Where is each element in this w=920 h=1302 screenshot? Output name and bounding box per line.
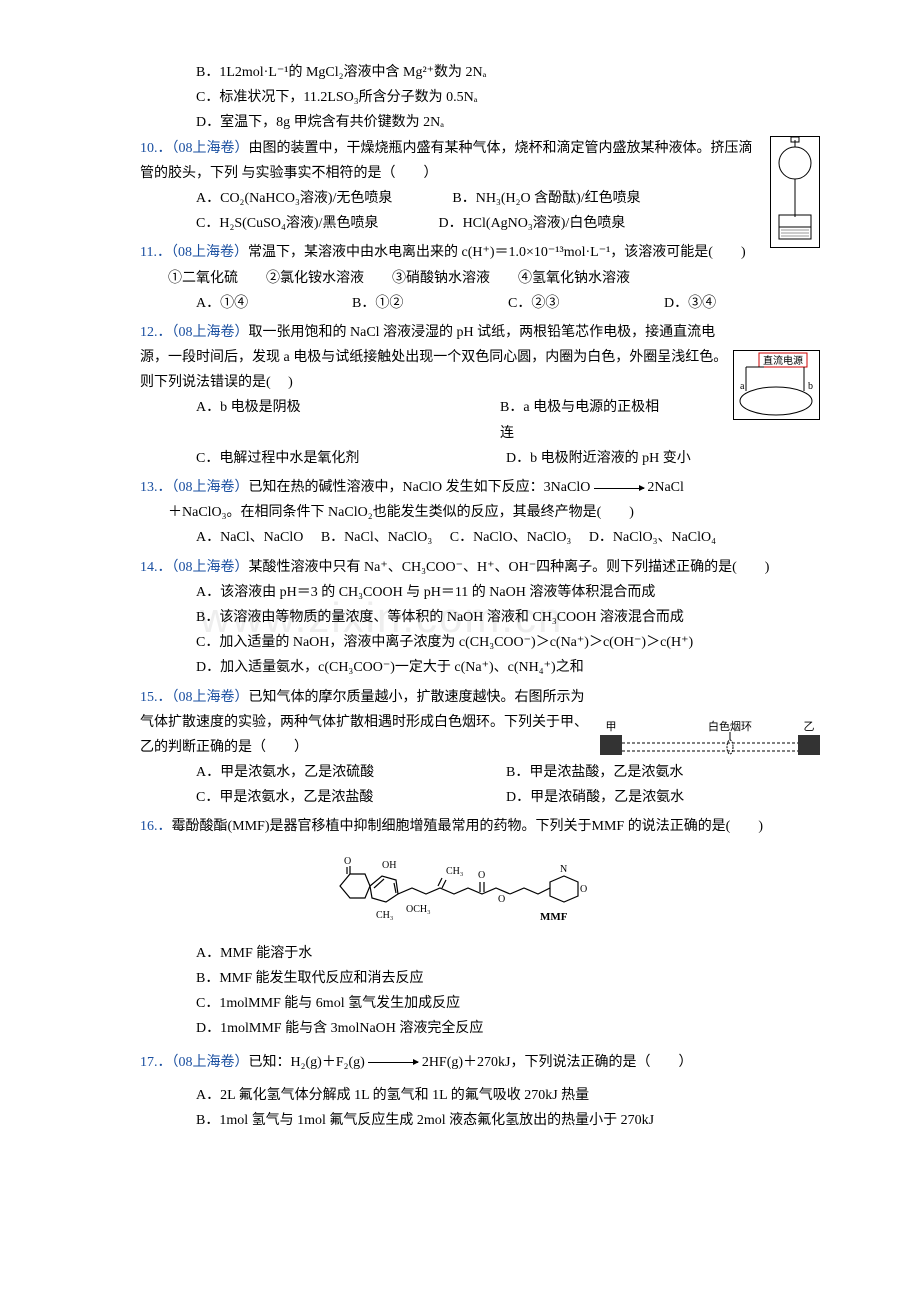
question-12: 直流电源 a b 12.．（08上海卷）取一张用饱和的 NaCl 溶液浸湿的 p… <box>140 320 820 471</box>
q17-a: A．2L 氟化氢气体分解成 1L 的氢气和 1L 的氟气吸收 270kJ 热量 <box>140 1083 820 1108</box>
question-10: 10.．（08上海卷）由图的装置中，干燥烧瓶内盛有某种气体，烧杯和滴定管内盛放某… <box>140 136 820 237</box>
label-a: a <box>740 381 745 392</box>
page-content: B．1L2mol·L⁻¹的 MgCl₂溶液中含 Mg²⁺数为 2Nₐ C．标准状… <box>140 60 820 1133</box>
q11-a: A．①④ <box>196 291 352 316</box>
q13-b: B．NaCl、NaClO₃ <box>321 530 432 545</box>
q12-b: B．a 电极与电源的正极相连 <box>500 395 669 445</box>
q12-d: D．b 电极附近溶液的 pH 变小 <box>506 446 691 471</box>
q14-src: （08上海卷） <box>172 560 249 575</box>
q12-a: A．b 电极是阴极 <box>196 395 440 445</box>
q10-src: （08上海卷） <box>172 141 249 156</box>
question-15: 甲 白色烟环 乙 15.．（08上海卷）已知气体的摩尔质量越小，扩散速度越快。右… <box>140 685 820 811</box>
q14-c: C．加入适量的 NaOH，溶液中离子浓度为 c(CH₃COO⁻)＞c(Na⁺)＞… <box>140 630 820 655</box>
q13-stem3: ＋NaClO₃。在相同条件下 NaClO₂也能发生类似的反应，其最终产物是( ) <box>140 500 820 525</box>
svg-text:O: O <box>498 894 505 905</box>
q13-stem1: 已知在热的碱性溶液中，NaClO 发生如下反应：3NaClO <box>249 480 591 495</box>
q15-b: B．甲是浓盐酸，乙是浓氨水 <box>506 760 683 785</box>
q15-d: D．甲是浓硝酸，乙是浓氨水 <box>506 785 684 810</box>
q11-choices-line: ①二氧化硫 ②氯化铵水溶液 ③硝酸钠水溶液 ④氢氧化钠水溶液 <box>140 266 820 291</box>
label-yi: 乙 <box>804 720 815 733</box>
q13-num: 13.． <box>140 480 172 495</box>
label-top: 直流电源 <box>763 354 803 367</box>
q11-c: C．②③ <box>508 291 664 316</box>
q10-d: D．HCl(AgNO₃溶液)/白色喷泉 <box>438 211 625 236</box>
q17-src: （08上海卷） <box>172 1055 249 1070</box>
pre-option-b: B．1L2mol·L⁻¹的 MgCl₂溶液中含 Mg²⁺数为 2Nₐ <box>140 60 820 85</box>
question-11: 11.．（08上海卷）常温下，某溶液中由水电离出来的 c(H⁺)＝1.0×10⁻… <box>140 240 820 316</box>
q11-src: （08上海卷） <box>171 245 248 260</box>
q13-src: （08上海卷） <box>172 480 249 495</box>
q16-c: C．1molMMF 能与 6mol 氢气发生加成反应 <box>140 991 820 1016</box>
q14-d: D．加入适量氨水，c(CH₃COO⁻)一定大于 c(Na⁺)、c(NH₄⁺)之和 <box>140 655 820 680</box>
label-ring: 白色烟环 <box>708 719 752 733</box>
q10-a: A．CO₂(NaHCO₃溶液)/无色喷泉 <box>196 186 392 211</box>
question-13: 13.．（08上海卷）已知在热的碱性溶液中，NaClO 发生如下反应：3NaCl… <box>140 475 820 551</box>
mmf-structure-diagram: O OH CH₃ O O OCH₃ CH₃ N O MMF <box>140 846 820 935</box>
svg-text:OH: OH <box>382 860 396 871</box>
svg-text:O: O <box>478 870 485 881</box>
electrolysis-diagram: 直流电源 a b <box>733 350 820 420</box>
q15-c: C．甲是浓氨水，乙是浓盐酸 <box>196 785 446 810</box>
q17-stem1: 已知：H₂(g)＋F₂(g) <box>249 1055 365 1070</box>
svg-text:MMF: MMF <box>540 911 568 923</box>
q15-src: （08上海卷） <box>172 690 249 705</box>
pre-option-c: C．标准状况下，11.2LSO₃所含分子数为 0.5Nₐ <box>140 85 820 110</box>
svg-text:OCH₃: OCH₃ <box>406 904 431 915</box>
q17-num: 17.． <box>140 1055 172 1070</box>
label-b: b <box>808 381 813 392</box>
q12-c: C．电解过程中水是氧化剂 <box>196 446 446 471</box>
svg-text:CH₃: CH₃ <box>376 910 393 921</box>
q12-num: 12.． <box>140 325 172 340</box>
q16-num: 16.． <box>140 819 172 834</box>
diffusion-diagram: 甲 白色烟环 乙 <box>600 715 820 755</box>
q17-stem2: 2HF(g)＋270kJ，下列说法正确的是（ ） <box>422 1055 693 1070</box>
question-16: 16.．霉酚酸酯(MMF)是器官移植中抑制细胞增殖最常用的药物。下列关于MMF … <box>140 814 820 1041</box>
q13-stem2: 2NaCl <box>647 480 684 495</box>
q14-num: 14.． <box>140 560 172 575</box>
q13-c: C．NaClO、NaClO₃ <box>450 530 572 545</box>
svg-text:CH₃: CH₃ <box>446 866 463 877</box>
q14-b: B．该溶液由等物质的量浓度、等体积的 NaOH 溶液和 CH₃COOH 溶液混合… <box>140 605 820 630</box>
q13-a: A．NaCl、NaClO <box>196 530 303 545</box>
q16-a: A．MMF 能溶于水 <box>140 941 820 966</box>
q10-c: C．H₂S(CuSO₄溶液)/黑色喷泉 <box>196 211 378 236</box>
q13-d: D．NaClO₃、NaClO₄ <box>589 530 716 545</box>
svg-text:N: N <box>560 864 567 875</box>
q16-d: D．1molMMF 能与含 3molNaOH 溶液完全反应 <box>140 1016 820 1041</box>
q17-b: B．1mol 氢气与 1mol 氟气反应生成 2mol 液态氟化氢放出的热量小于… <box>140 1108 820 1133</box>
pre-option-d: D．室温下，8g 甲烷含有共价键数为 2Nₐ <box>140 110 820 135</box>
q11-b: B．①② <box>352 291 508 316</box>
svg-text:O: O <box>580 884 587 895</box>
q16-b: B．MMF 能发生取代反应和消去反应 <box>140 966 820 991</box>
q11-d: D．③④ <box>664 291 820 316</box>
q10-b: B．NH₃(H₂O 含酚酞)/红色喷泉 <box>452 186 640 211</box>
question-14: 14.．（08上海卷）某酸性溶液中只有 Na⁺、CH₃COO⁻、H⁺、OH⁻四种… <box>140 555 820 681</box>
question-17: 17.．（08上海卷）已知：H₂(g)＋F₂(g) 2HF(g)＋270kJ，下… <box>140 1050 820 1134</box>
q14-stem: 某酸性溶液中只有 Na⁺、CH₃COO⁻、H⁺、OH⁻四种离子。则下列描述正确的… <box>249 560 770 575</box>
svg-text:O: O <box>344 856 351 867</box>
label-jia: 甲 <box>606 721 617 733</box>
q15-num: 15.． <box>140 690 172 705</box>
q11-num: 11.． <box>140 245 171 260</box>
q14-a: A．该溶液由 pH＝3 的 CH₃COOH 与 pH＝11 的 NaOH 溶液等… <box>140 580 820 605</box>
q15-a: A．甲是浓氨水，乙是浓硫酸 <box>196 760 446 785</box>
q10-num: 10.． <box>140 141 172 156</box>
q12-src: （08上海卷） <box>172 325 249 340</box>
q11-stem: 常温下，某溶液中由水电离出来的 c(H⁺)＝1.0×10⁻¹³mol·L⁻¹，该… <box>248 245 746 260</box>
q16-stem: 霉酚酸酯(MMF)是器官移植中抑制细胞增殖最常用的药物。下列关于MMF 的说法正… <box>172 819 764 834</box>
fountain-diagram <box>770 136 820 248</box>
